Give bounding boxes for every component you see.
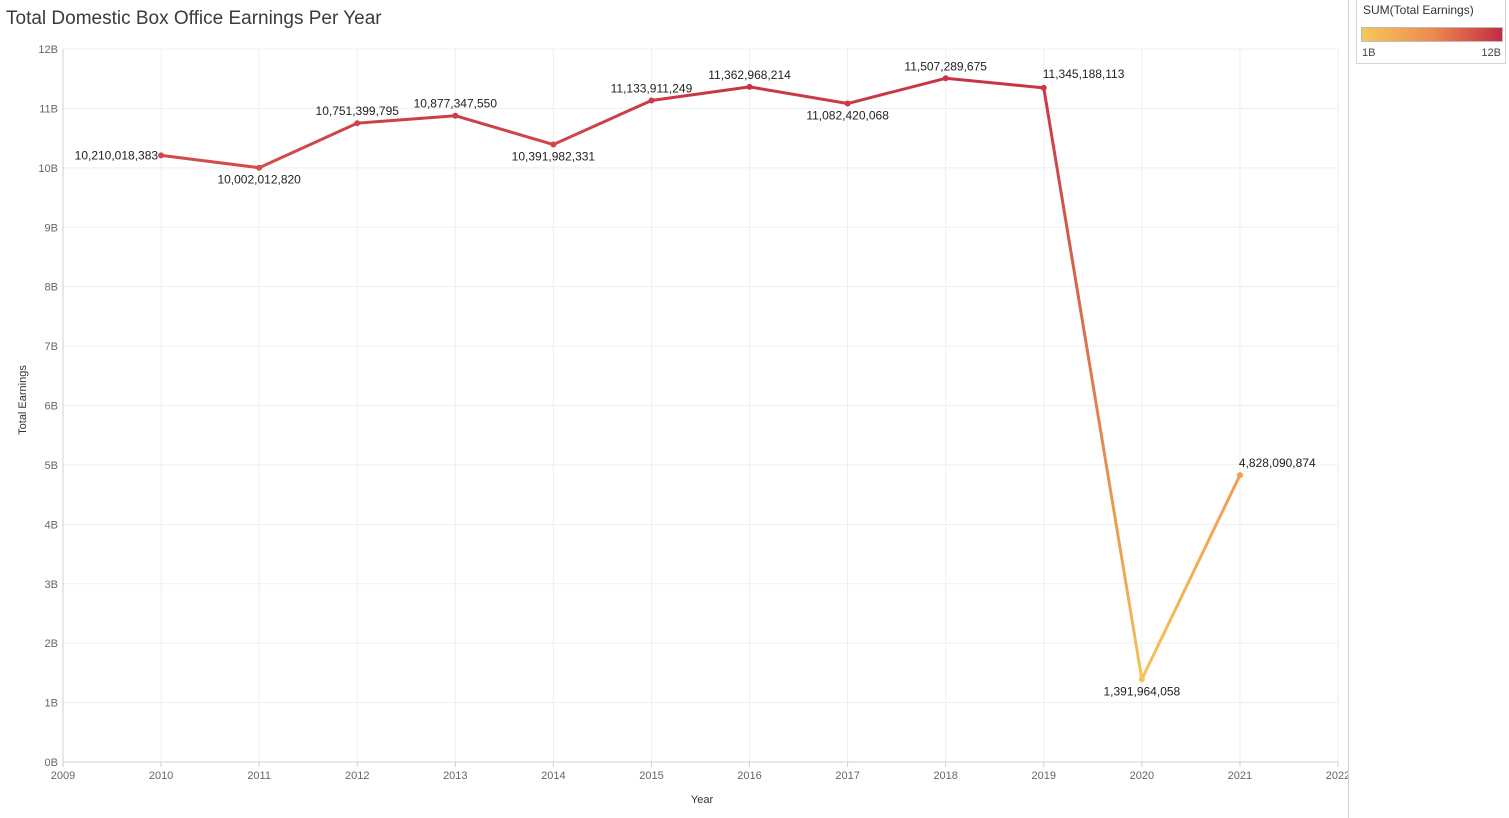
data-label: 10,002,012,820 [217,173,301,187]
series-line-segment [551,98,653,147]
data-point[interactable] [844,100,851,107]
x-tick-label: 2010 [149,770,173,782]
data-point[interactable] [550,141,557,148]
data-label: 11,345,188,113 [1043,67,1125,81]
y-tick-label: 12B [38,44,58,56]
y-tick-label: 11B [39,103,58,115]
series-line-segment [257,121,359,170]
x-tick-label: 2012 [345,770,369,782]
legend-min-label: 1B [1362,47,1376,59]
series-line-segment [944,76,1046,90]
data-label: 11,082,420,068 [806,109,889,123]
line-chart: 0B 1B 2B 3B 4B 5B 6B 7B 8B 9B 10B 11B 12B 2009 2010 201… [17,44,1348,806]
y-tick-label: 8B [45,282,58,294]
data-point[interactable] [1040,84,1047,91]
data-point[interactable] [746,83,753,90]
y-tick-label: 3B [45,579,58,591]
y-tick-label: 6B [45,401,58,413]
series-line-segment [355,114,457,125]
series-line-segment [159,153,261,170]
x-axis-title: Year [691,794,714,806]
color-legend[interactable]: SUM(Total Earnings) 1B 12B [1356,0,1506,64]
series-line-segment [748,85,850,106]
data-label: 4,828,090,874 [1239,456,1316,470]
data-label: 10,751,399,795 [316,104,400,118]
y-tick-label: 1B [45,698,58,710]
x-tick-label: 2022 [1326,770,1348,782]
line-series [159,76,1242,681]
x-tick-label: 2020 [1130,770,1154,782]
y-tick-label: 0B [45,757,58,769]
y-tick-label: 4B [45,519,58,531]
y-tick-label: 5B [45,460,58,472]
series-line-segment [649,85,752,102]
data-label: 11,133,911,249 [611,81,693,95]
sidebar-divider [1348,0,1349,818]
series-line-segment [1140,473,1242,681]
data-label-layer: 10,210,018,383 10,002,012,820 10,751,399,7… [75,59,1316,698]
point-layer [158,75,1243,683]
legend-color-ramp [1361,27,1503,42]
data-label: 10,210,018,383 [75,148,159,162]
y-axis-title: Total Earnings [17,365,29,435]
axis-layer: 0B 1B 2B 3B 4B 5B 6B 7B 8B 9B 10B 11B 12B 2009 2010 201… [38,44,1348,782]
data-label: 10,391,982,331 [512,150,596,164]
y-tick-label: 10B [38,163,58,175]
data-point[interactable] [452,112,459,119]
x-tick-label: 2013 [443,770,467,782]
x-tick-label: 2011 [247,770,271,782]
data-point[interactable] [1138,676,1145,683]
x-tick-label: 2019 [1032,770,1056,782]
legend-max-label: 12B [1481,47,1501,59]
data-label: 11,507,289,675 [904,59,987,73]
data-point[interactable] [648,97,655,104]
y-tick-label: 9B [45,222,58,234]
data-point[interactable] [1236,472,1243,479]
series-line-segment [453,114,555,147]
y-tick-label: 7B [45,341,58,353]
x-tick-label: 2018 [933,770,957,782]
x-tick-label: 2017 [835,770,859,782]
chart-title: Total Domestic Box Office Earnings Per Y… [6,8,382,29]
y-tick-label: 2B [45,638,58,650]
x-tick-label: 2015 [639,770,663,782]
data-label: 11,362,968,214 [708,68,791,82]
data-point[interactable] [354,120,361,127]
data-label: 10,877,347,550 [414,97,498,111]
series-line-segment [1042,86,1144,681]
x-tick-label: 2016 [737,770,761,782]
grid-layer [62,48,1339,763]
x-tick-label: 2021 [1228,770,1252,782]
series-line-segment [846,76,948,106]
data-point[interactable] [256,164,263,171]
data-point[interactable] [158,152,165,159]
data-label: 1,391,964,058 [1103,684,1180,698]
x-tick-label: 2014 [541,770,565,782]
data-point[interactable] [942,75,949,82]
x-tick-label: 2009 [51,770,75,782]
legend-title: SUM(Total Earnings) [1363,3,1474,17]
